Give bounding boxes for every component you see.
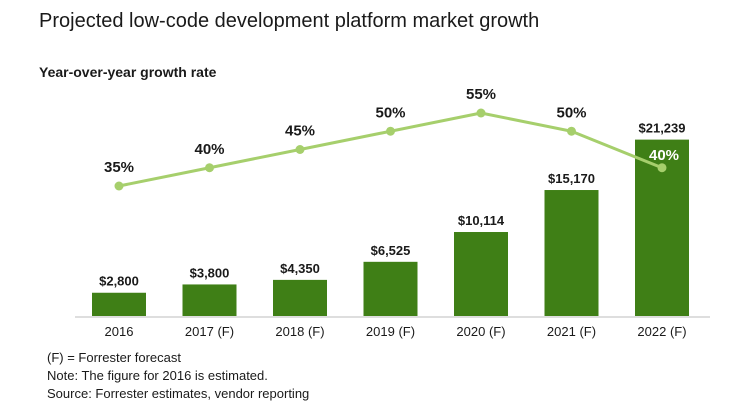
growth-point-4 [476,108,486,118]
bar-3 [363,261,418,316]
growth-line-layer: 35% 40% 45% 50% 55% 50% 40% [104,86,679,191]
bar-0 [92,292,146,316]
footnotes: (F) = Forrester forecast Note: The figur… [47,349,309,403]
bar-1 [182,284,237,316]
footnote-source: Source: Forrester estimates, vendor repo… [47,386,310,401]
growth-label: 55% [466,86,496,103]
chart-subtitle: Year-over-year growth rate [39,64,217,80]
growth-label: 35% [104,159,134,176]
growth-point-5 [567,126,576,136]
growth-label: 45% [285,123,315,140]
bar-value-label: $21,239 [639,121,686,136]
x-tick-label: 2019 (F) [366,324,415,339]
growth-label: 50% [556,104,586,121]
footnote-forecast: (F) = Forrester forecast [47,350,181,365]
growth-label: 40% [194,141,224,158]
bars-layer: $2,800 $3,800 $4,350 $6,525 $10,114 $15,170 $2… [92,121,689,316]
x-tick-label: 2016 [105,324,134,339]
growth-point-0 [114,181,124,191]
x-tick-label: 2022 (F) [637,324,686,339]
bar-4 [454,232,508,316]
footnote-note: Note: The figure for 2016 is estimated. [47,368,268,383]
x-tick-label: 2021 (F) [547,324,596,339]
bar-5 [544,190,599,316]
growth-label: 50% [375,104,405,121]
bar-2 [273,279,327,316]
bar-value-label: $10,114 [458,213,505,228]
bar-value-label: $15,170 [548,171,595,186]
growth-point-1 [205,163,214,173]
growth-point-3 [386,126,395,136]
bar-value-label: $6,525 [371,243,411,258]
chart-title: Projected low-code development platform … [39,10,540,32]
x-tick-labels: 2016 2017 (F) 2018 (F) 2019 (F) 2020 (F) 2021… [105,324,687,339]
x-tick-label: 2020 (F) [456,324,505,339]
growth-point-6 [657,163,667,173]
growth-label: 40% [649,147,679,164]
bar-value-label: $4,350 [280,261,320,276]
bar-value-label: $2,800 [99,274,139,289]
growth-point-2 [295,145,305,154]
bar-value-label: $3,800 [190,265,230,280]
x-tick-label: 2017 (F) [185,324,234,339]
x-tick-label: 2018 (F) [275,324,324,339]
